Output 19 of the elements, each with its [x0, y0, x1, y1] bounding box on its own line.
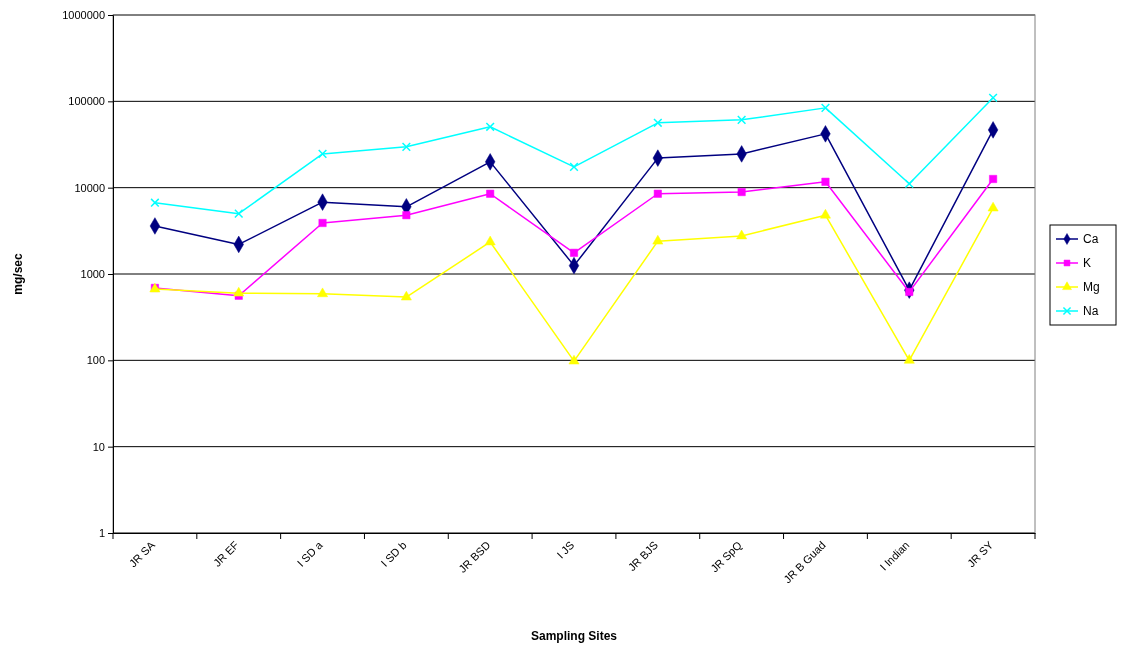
y-tick-label: 100: [86, 354, 105, 367]
x-tick-label: I SD b: [378, 538, 409, 569]
x-axis-title: Sampling Sites: [530, 629, 618, 643]
y-axis-title: mg/sec: [11, 253, 25, 295]
legend-label: Ca: [1083, 232, 1099, 246]
y-tick-label: 100000: [68, 95, 105, 108]
legend-label: K: [1083, 256, 1092, 270]
y-tick-label: 10: [92, 440, 105, 453]
x-tick-label: JR SA: [126, 538, 158, 570]
x-tick-label: JR EF: [210, 538, 242, 569]
y-tick-label: 10000: [74, 181, 105, 194]
legend-label: Na: [1083, 304, 1099, 318]
y-tick-label: 1000000: [62, 9, 105, 22]
x-tick-label: I SD a: [294, 538, 326, 569]
x-tick-label: JR SY: [964, 538, 996, 570]
y-tick-label: 1000: [80, 268, 105, 281]
legend-label: Mg: [1083, 280, 1100, 294]
x-tick-label: I JS: [554, 538, 577, 561]
y-tick-label: 1: [98, 527, 105, 540]
